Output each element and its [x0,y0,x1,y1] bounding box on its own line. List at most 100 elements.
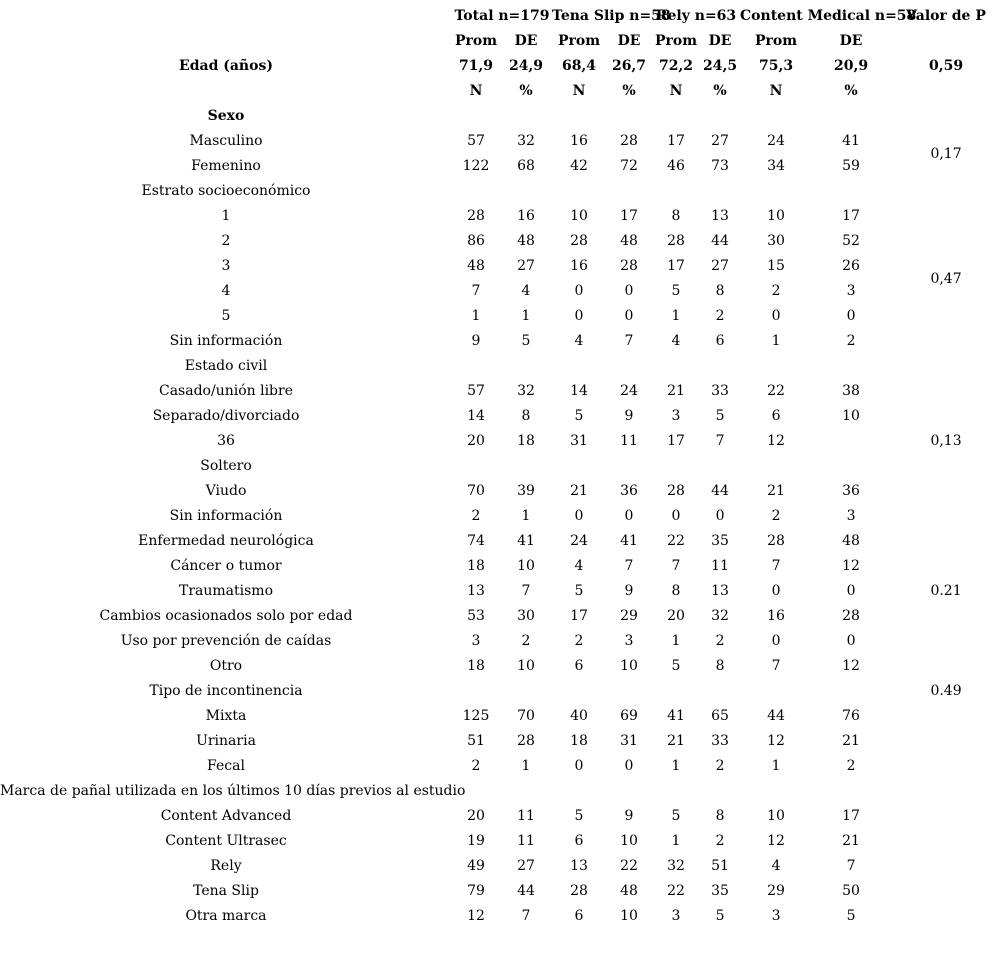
cell-value [606,779,652,804]
cell-value: 10 [620,658,638,674]
cell-value: 18 [570,733,588,749]
cell-value: 0 [574,283,584,299]
table-row: Viudo 70 39 21 36 28 44 21 36 [0,479,1002,504]
cell-value: 24,5 [702,58,738,74]
column-group-header: Content Medical n=58 [740,8,917,24]
table-row: 5 1 1 0 0 1 2 0 0 [0,304,1002,329]
cell-value: 1 [771,758,781,774]
cell-value: DE [514,33,538,49]
cell-value: 30 [767,233,785,249]
cell-value [552,104,606,129]
cell-value: 20,9 [833,58,869,74]
cell-value: 30 [517,608,535,624]
cell-value: 3 [624,633,634,649]
cell-value: 0 [846,308,856,324]
cell-value: 7 [771,658,781,674]
cell-value: 7 [624,333,634,349]
cell-value: 76 [842,708,860,724]
cell-value: 8 [671,583,681,599]
table-row: Otra marca 12 7 6 10 3 5 3 5 [0,904,1002,929]
cell-value: 32 [517,133,535,149]
row-label: 4 [221,283,231,299]
table-row: Masculino 57 32 16 28 17 27 24 41 0,17 [0,129,1002,162]
cell-value: 17 [667,133,685,149]
cell-value: 5 [521,333,531,349]
cell-value [700,679,740,704]
cell-value: 21 [767,483,785,499]
cell-value: 21 [842,833,860,849]
cell-value: N [572,83,586,99]
cell-value [452,104,500,129]
cell-value: 1 [671,758,681,774]
cell-value: 28 [667,483,685,499]
cell-value: 3 [471,633,481,649]
p-value-cell [890,704,1002,729]
row-label: Separado/divorciado [152,408,300,424]
cell-value: 3 [846,283,856,299]
cell-value [500,454,552,479]
cell-value: 16 [570,258,588,274]
cell-value [652,354,700,379]
cell-value: 79 [467,883,485,899]
cell-value: 21 [570,483,588,499]
cell-value: 4 [574,558,584,574]
cell-value [700,779,740,804]
column-group-header-row: Total n=179 Tena Slip n=58 Rely n=63 Conten… [0,4,1002,29]
row-label [0,79,452,104]
cell-value: 11 [517,833,535,849]
row-label: Estado civil [184,358,268,374]
cell-value: 8 [671,208,681,224]
p-value-cell [890,454,1002,479]
cell-value [500,104,552,129]
cell-value: 29 [767,883,785,899]
cell-value [740,779,812,804]
cell-value [812,679,890,704]
row-label: Sin información [169,333,283,349]
cell-value: 49 [467,858,485,874]
cell-value: 50 [842,883,860,899]
cell-value: 0 [624,758,634,774]
cell-value [740,454,812,479]
cell-value: 8 [715,658,725,674]
cell-value [812,104,890,129]
cell-value: 4 [771,858,781,874]
cell-value: 10 [570,208,588,224]
cell-value: 1 [471,308,481,324]
row-label: Tipo de incontinencia [149,683,303,699]
cell-value: 0 [846,633,856,649]
table-row: Fecal 2 1 0 0 1 2 1 2 [0,754,1002,779]
cell-value [740,354,812,379]
row-label: Tena Slip [193,883,259,899]
cell-value [606,454,652,479]
p-value-cell [890,829,1002,854]
cell-value: 0 [574,758,584,774]
p-value-cell: 0,17 [930,145,962,162]
cell-value [500,779,552,804]
cell-value: 1 [771,333,781,349]
row-label: 5 [221,308,231,324]
cell-value: 0 [771,633,781,649]
cell-value: 38 [842,383,860,399]
cell-value: 42 [570,158,588,174]
cell-value [812,179,890,204]
cell-value: 1 [671,833,681,849]
cell-value: 6 [771,408,781,424]
cell-value [552,179,606,204]
table-row: Soltero [0,454,1002,479]
cell-value [452,454,500,479]
cell-value: 35 [711,533,729,549]
cell-value: 57 [467,133,485,149]
cell-value: 22 [667,883,685,899]
cell-value [606,179,652,204]
cell-value: 28 [517,733,535,749]
table-row: Content Advanced 20 11 5 9 5 8 10 17 [0,804,1002,829]
cell-value: 9 [624,408,634,424]
cell-value: 12 [767,733,785,749]
cell-value: 18 [467,658,485,674]
cell-value: 7 [521,583,531,599]
cell-value: % [713,83,727,99]
column-group-header: Tena Slip n=58 [552,8,671,24]
cell-value: 12 [467,908,485,924]
p-value-cell: 0,13 [930,433,962,449]
cell-value: 26,7 [611,58,647,74]
